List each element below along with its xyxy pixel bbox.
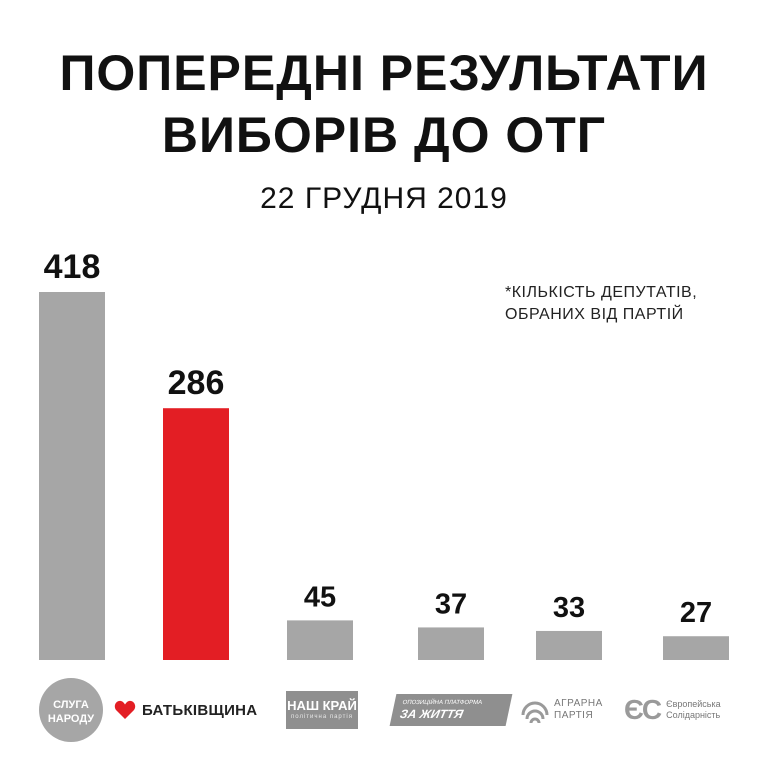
sluha-line-1: СЛУГА <box>53 699 89 711</box>
yes-line-1: Європейська <box>666 699 721 709</box>
bar-1 <box>39 292 105 660</box>
title-line-1: ПОПЕРЕДНІ РЕЗУЛЬТАТИ <box>59 45 709 101</box>
sluha-line-2: НАРОДУ <box>48 713 94 725</box>
nash-krai-badge: НАШ КРАЙ політична партія <box>286 691 358 729</box>
logo-yes: ЄС Європейська Солідарність <box>624 675 764 745</box>
chart-note: *КІЛЬКІСТЬ ДЕПУТАТІВ, ОБРАНИХ ВІД ПАРТІЙ <box>505 282 755 326</box>
logo-sluha-narodu: СЛУГА НАРОДУ <box>38 675 104 745</box>
note-line-1: *КІЛЬКІСТЬ ДЕПУТАТІВ, <box>505 284 698 301</box>
page-title: ПОПЕРЕДНІ РЕЗУЛЬТАТИ ВИБОРІВ ДО ОТГ <box>0 42 768 166</box>
agr-line-2: ПАРТІЯ <box>554 710 594 721</box>
yes-line-2: Солідарність <box>666 710 721 720</box>
agr-line-1: АГРАРНА <box>554 698 603 709</box>
opz-badge: ОПОЗИЦІЙНА ПЛАТФОРМА ЗА ЖИТТЯ <box>389 694 513 726</box>
logo-opz: ОПОЗИЦІЙНА ПЛАТФОРМА ЗА ЖИТТЯ <box>389 675 513 745</box>
heart-icon <box>114 700 136 719</box>
logo-batkivshchyna: БАТЬКІВЩИНА <box>114 675 274 745</box>
nash-krai-sub: політична партія <box>291 714 353 720</box>
opz-small: ОПОЗИЦІЙНА ПЛАТФОРМА <box>401 700 483 706</box>
bar-value-label-2: 286 <box>168 364 225 402</box>
logo-ahrarna: АГРАРНА ПАРТІЯ <box>520 675 616 745</box>
bar-value-label-1: 418 <box>44 248 101 286</box>
wheat-arc-icon <box>521 701 549 724</box>
nash-krai-text: НАШ КРАЙ <box>287 698 357 713</box>
title-line-2: ВИБОРІВ ДО ОТГ <box>161 107 607 163</box>
bar-value-label-3: 45 <box>304 581 336 613</box>
bar-value-label-6: 27 <box>680 597 712 629</box>
bar-2 <box>163 408 229 660</box>
opz-text: ЗА ЖИТТЯ <box>398 707 465 721</box>
bar-5 <box>536 630 602 660</box>
circle-logo-icon: СЛУГА НАРОДУ <box>39 678 103 742</box>
yes-mark: ЄС <box>624 694 662 725</box>
bar-4 <box>418 627 484 660</box>
bar-value-label-5: 33 <box>553 592 585 624</box>
bar-6 <box>663 636 729 660</box>
date-subtitle: 22 ГРУДНЯ 2019 <box>260 182 508 215</box>
note-line-2: ОБРАНИХ ВІД ПАРТІЙ <box>505 306 684 323</box>
batk-text: БАТЬКІВЩИНА <box>142 701 258 719</box>
bar-3 <box>287 620 353 660</box>
bar-value-label-4: 37 <box>435 588 467 620</box>
logo-nash-krai: НАШ КРАЙ політична партія <box>286 675 358 745</box>
